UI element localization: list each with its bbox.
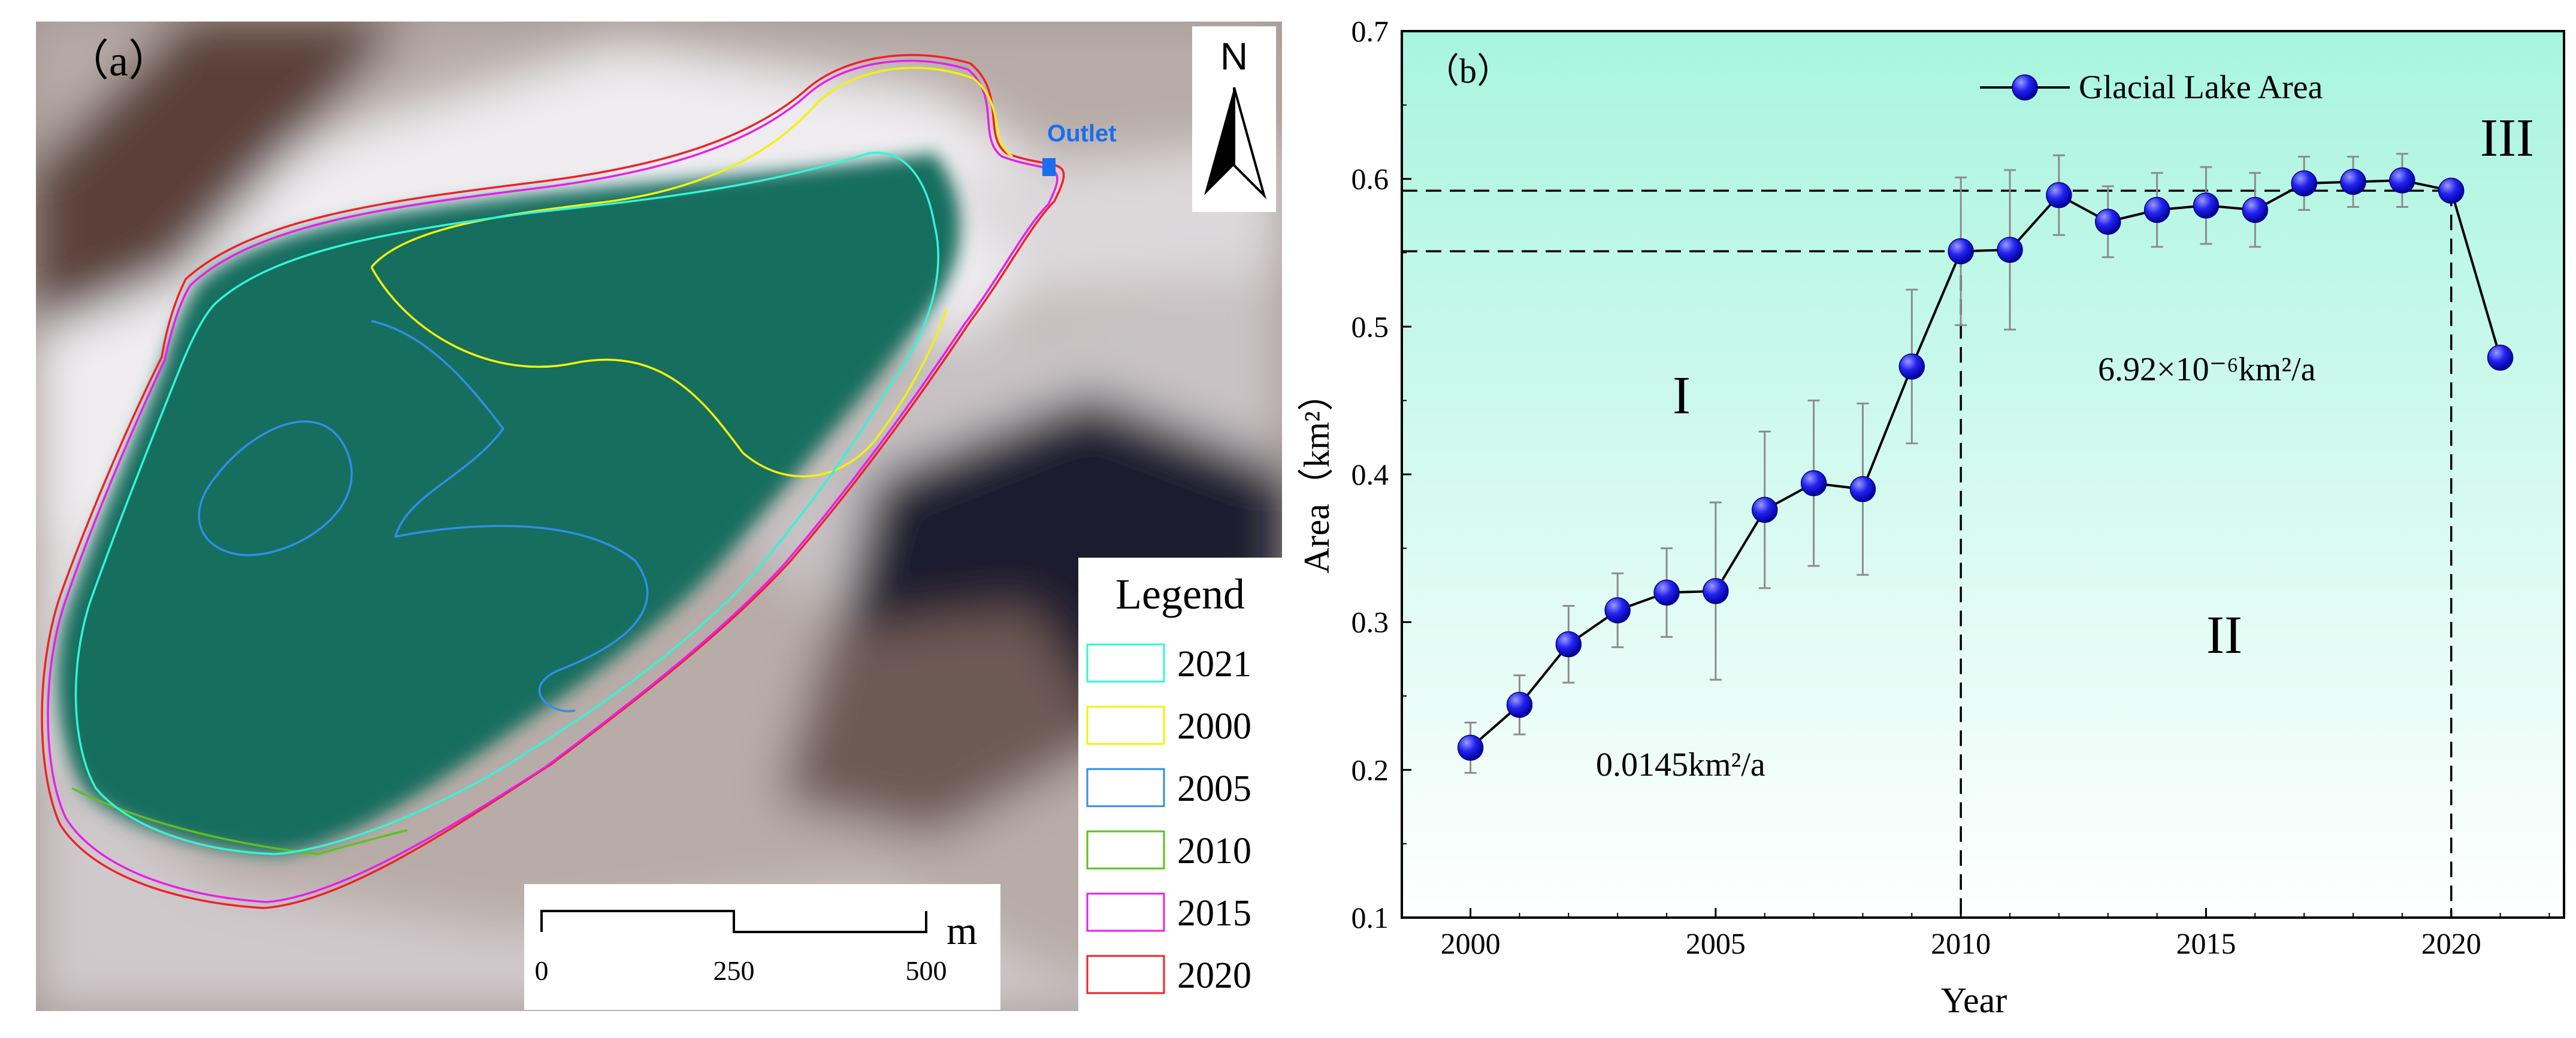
plot-frame xyxy=(1401,30,2565,919)
outlet-marker: Outlet xyxy=(1042,120,1117,176)
outlet-label: Outlet xyxy=(1047,120,1117,147)
glacial-lake xyxy=(57,153,960,854)
x-tick-label: 2000 xyxy=(1441,927,1501,960)
data-point xyxy=(1751,497,1778,523)
chart-svg: 2000 2005 2010 2015 2020 0.10.20.30.40.50.60… xyxy=(1297,14,2565,1020)
legend-swatch xyxy=(1086,892,1165,932)
plot-area xyxy=(1402,31,2564,918)
data-point xyxy=(2193,192,2220,219)
data-point xyxy=(1555,631,1582,658)
scale-tick-0: 0 xyxy=(535,955,549,986)
data-point xyxy=(2143,196,2170,223)
data-point xyxy=(2291,170,2317,196)
data-point xyxy=(2389,167,2415,193)
data-point xyxy=(1457,734,1484,761)
panel-b-label: （b） xyxy=(1425,52,1511,90)
y-tick-label: 0.4 xyxy=(1352,458,1389,491)
outline-2010 xyxy=(71,787,408,855)
legend-item: 2000 xyxy=(1086,706,1251,747)
scale-bar-box xyxy=(524,884,1000,1010)
stage-1-label: I xyxy=(1673,366,1691,425)
y-axis-title: Area（km²） xyxy=(1297,375,1337,573)
legend-swatch xyxy=(1086,706,1165,745)
legend-swatch xyxy=(1086,768,1165,807)
rate-2-label: 6.92×10⁻⁶km²/a xyxy=(2098,351,2316,388)
data-points xyxy=(1457,167,2514,761)
x-axis-title: Year xyxy=(1941,980,2007,1020)
data-point xyxy=(2438,177,2465,204)
data-point xyxy=(2242,196,2269,223)
data-point xyxy=(2487,344,2514,371)
x-tick-label: 2020 xyxy=(2421,927,2481,960)
panel-a-map: Outlet （a） N m 0 250 500 Legend 2021 xyxy=(36,22,1282,1011)
legend-item: 2010 xyxy=(1086,830,1251,871)
legend-item: 2021 xyxy=(1086,643,1251,685)
legend-marker xyxy=(2012,74,2038,101)
outline-2021 xyxy=(74,152,939,855)
data-point xyxy=(1653,579,1680,606)
x-tick-label: 2015 xyxy=(2176,927,2236,960)
data-point xyxy=(1703,578,1729,604)
legend-swatch xyxy=(1086,955,1165,994)
outline-2005 xyxy=(198,320,649,712)
data-point xyxy=(1898,353,1925,380)
legend-year: 2020 xyxy=(1177,955,1251,996)
north-arrow: N xyxy=(1192,26,1276,212)
y-tick-label: 0.6 xyxy=(1352,162,1389,196)
data-point xyxy=(1849,476,1876,503)
data-point xyxy=(2094,208,2121,235)
y-tick-label: 0.3 xyxy=(1352,606,1389,639)
map-legend: Legend 2021 2000 2005 2010 2015 xyxy=(1078,558,1282,1011)
chart-legend: Glacial Lake Area xyxy=(1980,69,2323,106)
data-point xyxy=(1997,237,2023,263)
data-point xyxy=(1800,470,1827,497)
panel-a-label: （a） xyxy=(66,37,171,85)
y-ticks: 0.1 0.2 0.3 0.4 0.5 0.6 0.7 xyxy=(1352,14,1411,934)
series-line-group xyxy=(1470,179,2502,749)
scale-tick-250: 250 xyxy=(713,955,755,986)
outlet-pin-icon xyxy=(1042,158,1056,176)
legend-item: 2015 xyxy=(1086,892,1251,934)
reference-lines xyxy=(1402,189,2453,918)
stage-2-label: II xyxy=(2206,606,2242,665)
y-tick-label: 0.1 xyxy=(1352,901,1389,934)
legend-swatch xyxy=(1086,643,1165,683)
stage-3-label: III xyxy=(2480,108,2534,168)
data-point xyxy=(2340,168,2366,195)
series-line xyxy=(1470,179,2502,749)
data-point xyxy=(1948,238,1974,265)
x-ticks: 2000 2005 2010 2015 2020 xyxy=(1441,908,2550,960)
data-point xyxy=(2046,182,2072,208)
data-point xyxy=(1604,597,1631,624)
y-tick-label: 0.7 xyxy=(1352,14,1389,48)
legend-item: 2005 xyxy=(1086,768,1251,809)
x-tick-label: 2010 xyxy=(1931,927,1991,960)
outline-2015 xyxy=(47,59,1059,903)
y-tick-label: 0.5 xyxy=(1352,310,1389,343)
y-tick-label: 0.2 xyxy=(1352,753,1389,786)
map-svg: Outlet （a） N m 0 250 500 Legend 2021 xyxy=(36,22,1282,1011)
legend-label: Glacial Lake Area xyxy=(2079,69,2323,106)
legend-year: 2005 xyxy=(1177,768,1251,809)
legend-year: 2021 xyxy=(1177,644,1251,685)
legend-box xyxy=(1078,558,1282,1011)
legend-year: 2000 xyxy=(1177,706,1251,747)
outline-2020 xyxy=(41,54,1065,909)
legend-title: Legend xyxy=(1115,570,1245,618)
legend-year: 2010 xyxy=(1177,831,1251,871)
north-arrow-icon xyxy=(1204,87,1234,195)
data-point xyxy=(1506,692,1533,718)
x-tick-label: 2005 xyxy=(1686,927,1746,960)
lake-outlines xyxy=(41,54,1065,909)
legend-year: 2015 xyxy=(1177,893,1251,934)
scale-unit: m xyxy=(947,909,977,953)
north-label: N xyxy=(1220,35,1248,78)
scale-tick-500: 500 xyxy=(906,955,947,986)
rate-1-label: 0.0145km²/a xyxy=(1596,746,1765,783)
panel-b-chart: 2000 2005 2010 2015 2020 0.1 0.2 0.3 0.4 0.5 0.6 0… xyxy=(1282,0,2576,1035)
legend-swatch xyxy=(1086,830,1165,870)
scale-bar: m 0 250 500 xyxy=(524,884,1000,1010)
legend-item: 2020 xyxy=(1086,955,1251,996)
